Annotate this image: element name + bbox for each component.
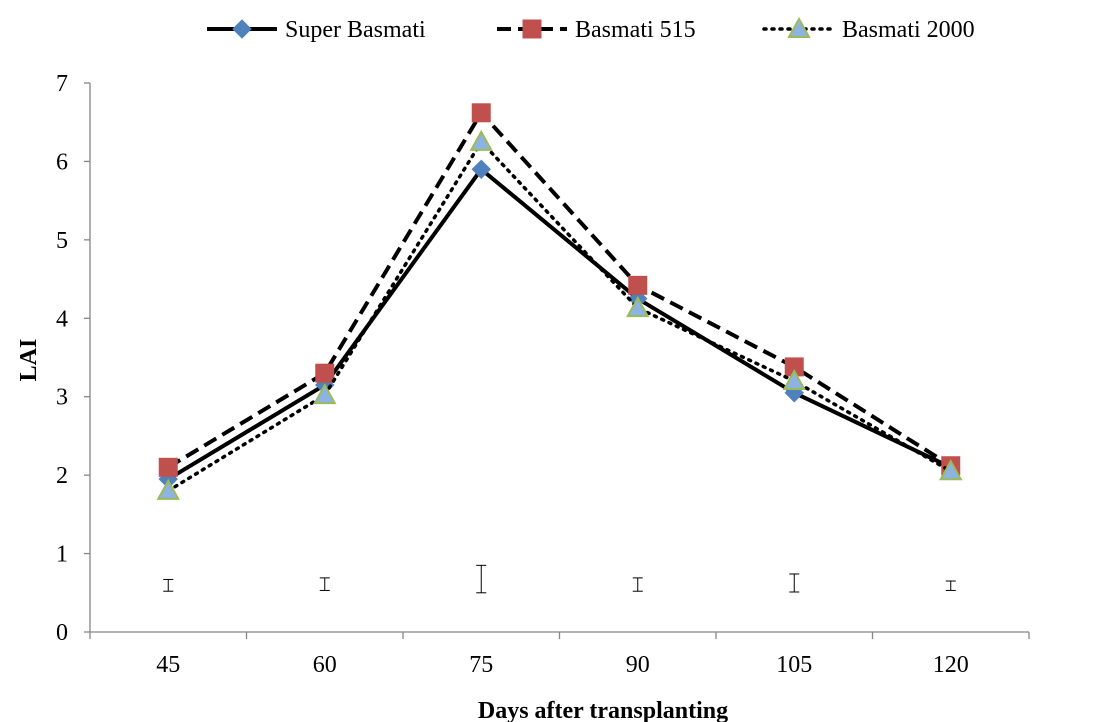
- series-0: [158, 159, 961, 489]
- data-point: [156, 478, 180, 500]
- error-bars: [163, 564, 956, 594]
- legend-label: Basmati 2000: [842, 17, 975, 43]
- data-point: [315, 363, 335, 383]
- y-tick-label: 2: [56, 463, 68, 489]
- legend-marker: [232, 19, 252, 39]
- error-bar: [945, 580, 956, 591]
- x-tick-label: 105: [776, 652, 812, 678]
- x-tick-label: 45: [156, 652, 180, 678]
- y-tick-label: 5: [56, 228, 68, 254]
- x-axis-title: Days after transplanting: [478, 698, 728, 722]
- x-tick-label: 120: [933, 652, 969, 678]
- data-point: [469, 129, 493, 151]
- legend-item: Basmati 2000: [762, 16, 975, 43]
- data-point: [939, 459, 963, 481]
- y-tick-label: 4: [56, 306, 68, 332]
- data-point: [628, 275, 648, 295]
- data-point: [626, 296, 650, 318]
- x-tick-label: 60: [313, 652, 337, 678]
- series-1: [158, 103, 961, 477]
- series-2: [156, 129, 963, 500]
- legend-item: Super Basmati: [207, 17, 426, 43]
- x-tick-label: 90: [626, 652, 650, 678]
- series-line: [167, 167, 952, 481]
- data-point: [471, 159, 491, 179]
- series-line: [167, 110, 952, 470]
- y-tick-label: 6: [56, 149, 68, 175]
- series-group: [156, 103, 963, 500]
- legend-marker: [787, 16, 811, 38]
- y-tick-label: 0: [56, 620, 68, 646]
- y-tick-label: 3: [56, 385, 68, 411]
- legend-label: Basmati 515: [575, 17, 696, 43]
- legend-item: Basmati 515: [497, 17, 696, 43]
- legend: Super Basmati Basmati 515 Basmati 2000: [207, 16, 975, 43]
- error-bar: [319, 577, 330, 591]
- x-tick-label: 75: [469, 652, 493, 678]
- error-bar: [476, 564, 487, 594]
- error-bar: [789, 573, 800, 593]
- data-point: [313, 383, 337, 405]
- error-bar: [163, 578, 174, 592]
- data-point: [782, 368, 806, 391]
- y-axis-title: LAI: [16, 339, 42, 382]
- legend-label: Super Basmati: [285, 17, 426, 43]
- legend-marker: [522, 19, 542, 39]
- series-line: [166, 140, 953, 493]
- data-point: [471, 103, 491, 123]
- error-bar: [632, 577, 643, 592]
- data-point: [158, 457, 178, 477]
- y-tick-label: 1: [56, 542, 68, 568]
- y-tick-label: 7: [56, 71, 68, 97]
